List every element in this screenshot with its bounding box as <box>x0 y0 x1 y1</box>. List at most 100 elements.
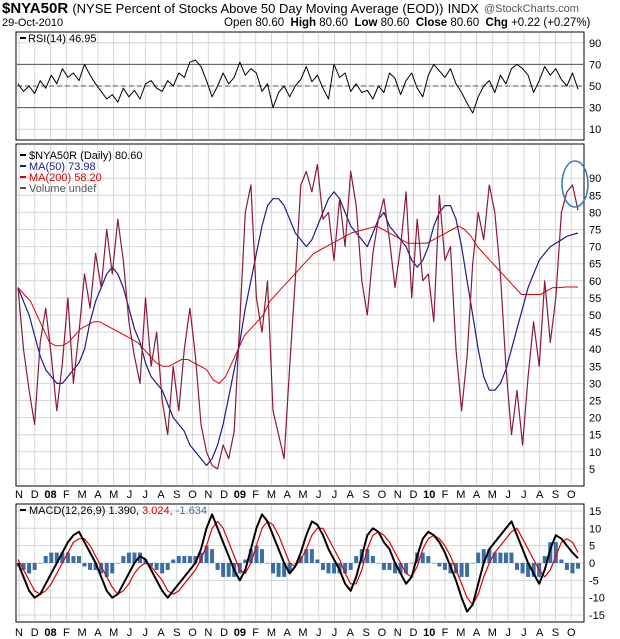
month-label: N <box>204 489 212 501</box>
macd-histogram-bar <box>442 563 447 570</box>
macd-histogram-bar <box>343 563 348 574</box>
month-label: J <box>332 489 338 501</box>
macd-histogram-bar <box>176 556 181 563</box>
ohlc-readout: Open 80.60 High 80.60 Low 80.60 Close 80… <box>224 17 590 29</box>
price-legend-swatch <box>20 187 26 189</box>
macd-signal-line <box>17 520 579 606</box>
month-label: J <box>332 627 338 639</box>
price-tick-label: 85 <box>589 190 601 202</box>
macd-histogram-bar <box>520 563 525 574</box>
month-label: A <box>94 489 102 501</box>
macd-histogram-bar <box>276 563 281 577</box>
macd-line <box>17 513 579 613</box>
close-value: 80.60 <box>450 17 480 29</box>
month-label: M <box>456 627 465 639</box>
macd-histogram-bar <box>160 563 165 574</box>
macd-histogram-bar <box>409 563 414 564</box>
macd-histogram-bar <box>193 556 198 563</box>
macd-histogram-bar <box>326 563 331 574</box>
month-label: D <box>31 489 39 501</box>
month-label: A <box>536 627 544 639</box>
macd-histogram-bar <box>71 556 76 563</box>
month-label: F <box>63 627 70 639</box>
month-label: J <box>127 627 133 639</box>
month-label: 10 <box>423 489 435 501</box>
month-label: S <box>173 489 180 501</box>
macd-tick-label: 0 <box>589 558 595 570</box>
low-label: Low <box>354 17 378 29</box>
macd-histogram-bar <box>115 563 120 564</box>
macd-histogram-bar <box>43 556 48 563</box>
month-label: O <box>188 627 197 639</box>
macd-histogram-bar <box>93 563 98 570</box>
rsi-tick-label: 90 <box>589 38 601 50</box>
month-label: F <box>252 489 259 501</box>
rsi-tick-label: 50 <box>589 81 601 93</box>
price-tick-label: 30 <box>589 378 601 390</box>
month-label: O <box>378 489 387 501</box>
price-tick-label: 10 <box>589 447 601 459</box>
macd-title-part: MACD(12,26,9) <box>29 505 108 517</box>
month-label: D <box>220 489 228 501</box>
month-label: M <box>78 627 87 639</box>
macd-histogram-bar <box>315 559 320 563</box>
month-label: D <box>31 627 39 639</box>
month-label: J <box>142 489 148 501</box>
low-value: 80.60 <box>380 17 410 29</box>
month-label: A <box>347 489 355 501</box>
month-label: S <box>362 627 369 639</box>
macd-histogram-bar <box>126 552 131 563</box>
price-legend-item: $NYA50R (Daily) 80.60 <box>29 150 143 162</box>
price-tick-label: 45 <box>589 327 601 339</box>
rsi-panel-frame <box>15 31 585 141</box>
macd-histogram-bar <box>88 563 93 570</box>
price-tick-label: 70 <box>589 242 601 254</box>
month-label: A <box>157 489 165 501</box>
macd-histogram-bar <box>559 559 564 563</box>
price-tick-label: 90 <box>589 173 601 185</box>
macd-histogram-bar <box>82 563 87 567</box>
macd-histogram-bar <box>65 552 70 563</box>
macd-histogram-bar <box>171 559 176 563</box>
macd-histogram-bar <box>387 563 392 570</box>
macd-histogram-bar <box>204 545 209 563</box>
macd-histogram-bar <box>398 563 403 574</box>
month-label: A <box>284 489 292 501</box>
month-label: J <box>521 627 527 639</box>
price-tick-label: 15 <box>589 430 601 442</box>
macd-histogram-bar <box>121 556 126 563</box>
date-label: 29-Oct-2010 <box>2 17 64 29</box>
month-label: M <box>78 489 87 501</box>
macd-histogram-bar <box>21 563 26 570</box>
month-label: O <box>188 489 197 501</box>
price-tick-label: 50 <box>589 310 601 322</box>
macd-histogram-bar <box>226 563 231 577</box>
month-label: M <box>298 627 307 639</box>
month-label: O <box>567 489 576 501</box>
rsi-tick-label: 70 <box>589 59 601 71</box>
month-label: M <box>488 489 497 501</box>
month-label: S <box>173 627 180 639</box>
macd-histogram-bar <box>465 563 470 577</box>
month-label: N <box>394 489 402 501</box>
macd-histogram-bar <box>38 563 43 564</box>
macd-tick-label: 15 <box>589 506 601 518</box>
high-label: High <box>290 17 317 29</box>
macd-histogram-bar <box>576 563 580 569</box>
exchange: INDX <box>447 1 479 16</box>
month-label: F <box>252 627 259 639</box>
price-tick-label: 40 <box>589 344 601 356</box>
macd-legend-swatch <box>20 509 26 511</box>
month-label: 09 <box>234 489 246 501</box>
macd-histogram-bar <box>254 545 259 563</box>
month-label: A <box>284 627 292 639</box>
month-label: O <box>567 627 576 639</box>
macd-histogram-bar <box>531 563 536 577</box>
month-label: M <box>267 627 276 639</box>
macd-histogram-bar <box>381 563 386 570</box>
month-label: 09 <box>234 627 246 639</box>
macd-histogram-bar <box>526 563 531 577</box>
macd-histogram-bar <box>282 563 287 577</box>
price-legend-swatch <box>20 176 26 178</box>
